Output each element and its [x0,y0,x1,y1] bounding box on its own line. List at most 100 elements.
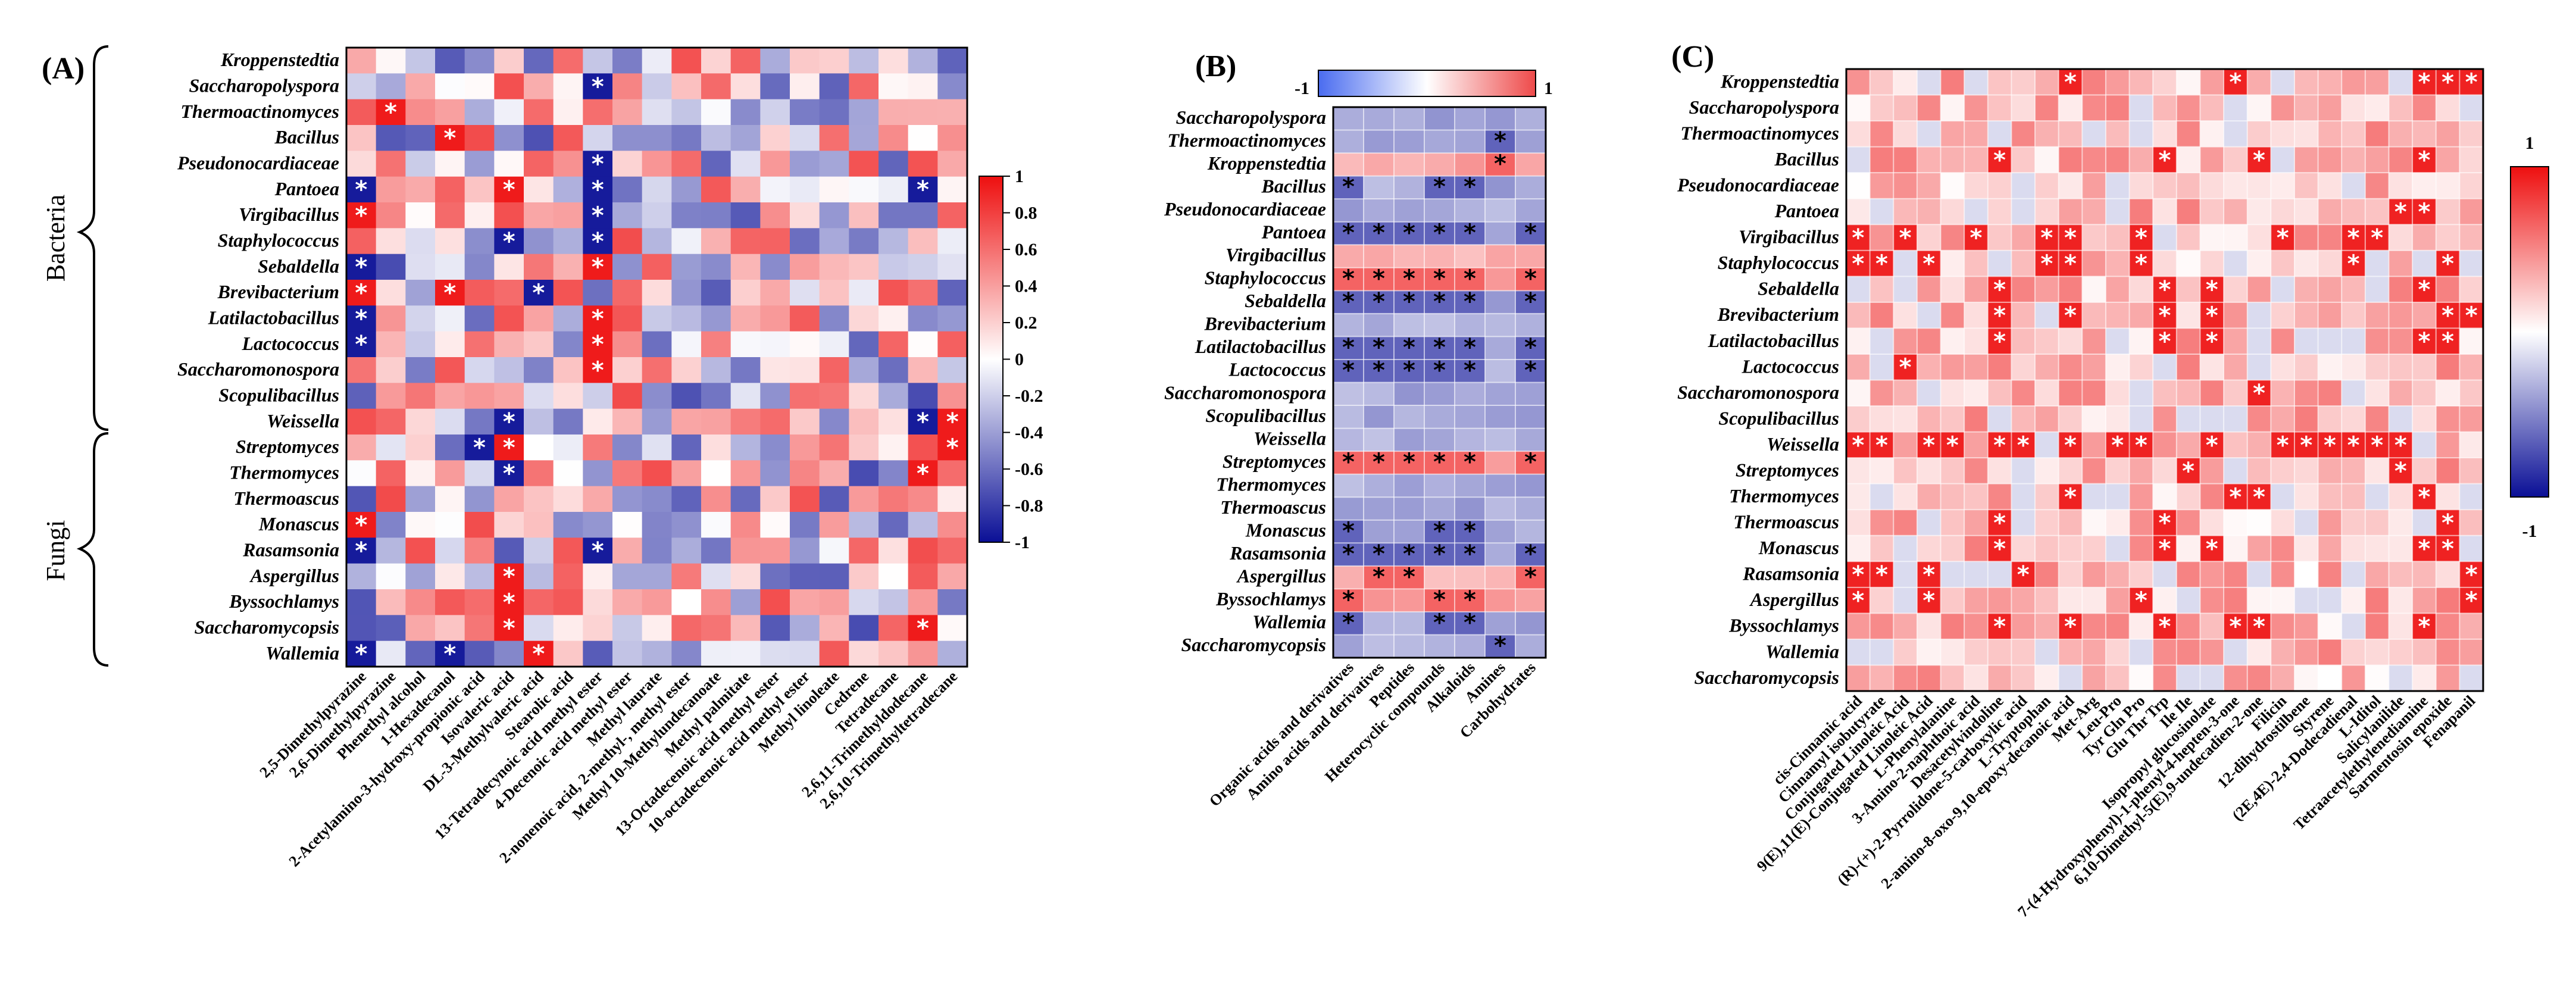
significance-star: * [2465,587,2478,615]
heatmap-cell [760,357,790,383]
significance-star: * [503,435,515,462]
heatmap-cell [2176,509,2201,536]
heatmap-cell [2318,432,2342,458]
heatmap-cell [2011,587,2036,614]
significance-star: * [592,228,604,255]
heatmap-cell [2365,121,2390,148]
heatmap-cell [405,615,436,642]
heatmap-cell [1333,474,1364,498]
heatmap-cell [879,280,909,306]
heatmap-cell [1846,380,1871,407]
heatmap-cell [2011,69,2036,96]
heatmap-cell [524,512,554,538]
heatmap-cell [612,460,643,487]
heatmap-cell [642,228,672,255]
heatmap-cell [2200,328,2224,355]
heatmap-cell [464,254,495,280]
heatmap-cell [790,563,820,590]
heatmap-cell [701,615,731,642]
heatmap-cell [2294,380,2319,407]
heatmap-cell [583,48,613,74]
heatmap-cell [346,176,377,203]
heatmap-cell [2105,121,2130,148]
heatmap-cell [2105,613,2130,640]
heatmap-cell [760,48,790,74]
heatmap-cell [2365,276,2390,303]
significance-star: * [2418,69,2430,96]
significance-star: * [1342,540,1355,568]
heatmap-cell [346,640,377,667]
significance-star: * [2040,251,2053,278]
heatmap-cell [1917,302,1942,329]
heatmap-cell [701,460,731,487]
heatmap-cell [1394,199,1425,223]
heatmap-cell [1846,665,1871,692]
heatmap-cell [1846,95,1871,121]
heatmap-cell [2176,69,2201,96]
heatmap-cell [1940,380,1965,407]
heatmap-cell [2318,250,2342,277]
heatmap-cell [1987,173,2012,199]
significance-star: * [2394,458,2407,485]
heatmap-cell [524,615,554,642]
heatmap-cell [553,383,583,410]
heatmap-cell [2318,587,2342,614]
row-label: Pantoea [1774,200,1839,221]
heatmap-cell [1893,406,1918,433]
heatmap-cell [760,176,790,203]
heatmap-cell [1515,405,1546,429]
heatmap-cell [346,615,377,642]
heatmap-cell [2200,146,2224,173]
heatmap-cell [405,48,436,74]
heatmap-cell [2318,121,2342,148]
heatmap-cell [376,125,406,151]
heatmap-cell [2176,173,2201,199]
heatmap-cell [524,435,554,461]
heatmap-cell [1964,587,1989,614]
heatmap-cell [464,589,495,615]
heatmap-cell [612,615,643,642]
heatmap-cell [1870,250,1894,277]
significance-star: * [2418,328,2430,355]
heatmap-cell [2105,639,2130,666]
heatmap-cell [819,48,849,74]
heatmap-cell [2436,224,2460,251]
heatmap-cell [435,537,465,564]
heatmap-cell [1893,276,1918,303]
heatmap-cell [671,176,702,203]
significance-star: * [2371,224,2383,252]
significance-star: * [1342,334,1355,361]
heatmap-cell [2176,95,2201,121]
heatmap-cell [2200,302,2224,329]
heatmap-cell [2224,432,2248,458]
heatmap-cell [937,512,968,538]
heatmap-cell [2011,639,2036,666]
heatmap-cell [1987,354,2012,381]
significance-star: * [1373,219,1385,246]
heatmap-cell [2153,509,2177,536]
heatmap-cell [1424,611,1455,636]
heatmap-cell [1940,198,1965,225]
heatmap-cell [1940,613,1965,640]
heatmap-cell [642,151,672,177]
row-label: Staphylococcus [218,230,339,251]
heatmap-cell [612,176,643,203]
heatmap-cell [2436,587,2460,614]
heatmap-cell [1364,520,1395,543]
row-label: Sebaldella [1758,278,1839,299]
heatmap-cell [524,537,554,564]
heatmap-cell [583,254,613,280]
heatmap-cell [730,486,761,512]
panel-a: (A) Bacteria Fungi ***** * * ** ** ** ** * ** ** *… [41,45,1043,870]
heatmap-cell [1870,483,1894,510]
heatmap-cell [2082,173,2106,199]
heatmap-cell [849,486,879,512]
heatmap-cell [2412,639,2437,666]
heatmap-cell [1364,221,1395,245]
heatmap-cell [1870,639,1894,666]
heatmap-cell [760,486,790,512]
heatmap-cell [760,563,790,590]
heatmap-cell [2294,250,2319,277]
row-label: Latilactobacillus [208,307,339,329]
heatmap-cell [346,280,377,306]
